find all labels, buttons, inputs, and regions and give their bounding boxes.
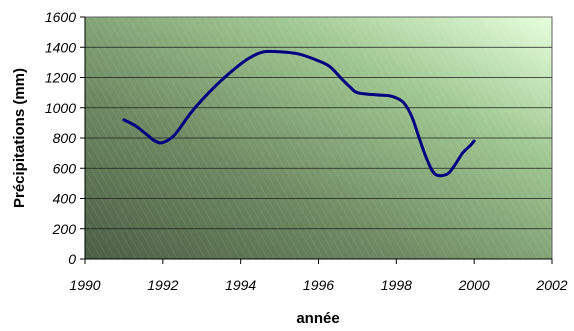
y-tick-label: 200 [52, 221, 77, 237]
y-tick-label: 1000 [45, 100, 76, 116]
y-tick-label: 800 [53, 130, 77, 146]
series-group [122, 49, 476, 178]
x-axis-ticks: 1990 1992 1994 1996 1998 2000 2002 [69, 258, 568, 293]
y-tick-label: 1200 [45, 70, 76, 86]
y-tick-label: 1600 [45, 9, 76, 25]
x-tick-label: 2000 [458, 277, 490, 293]
series-line-0 [122, 49, 476, 178]
x-tick-label: 2002 [535, 277, 567, 293]
grid-lines [85, 46, 552, 230]
y-axis-ticks: 0 200 400 600 800 1000 1200 1400 1600 [45, 9, 86, 267]
x-tick-label: 1990 [69, 277, 100, 293]
y-tick-label: 1400 [45, 39, 76, 55]
x-tick-label: 1998 [381, 277, 412, 293]
x-tick-label: 1996 [303, 277, 334, 293]
x-axis-title: année [296, 310, 339, 327]
x-tick-label: 1994 [225, 277, 256, 293]
y-tick-label: 400 [53, 191, 77, 207]
y-tick-label: 0 [68, 251, 76, 267]
x-tick-label: 1992 [147, 277, 178, 293]
y-tick-label: 600 [53, 160, 77, 176]
y-axis-title: Précipitations (mm) [11, 68, 28, 208]
